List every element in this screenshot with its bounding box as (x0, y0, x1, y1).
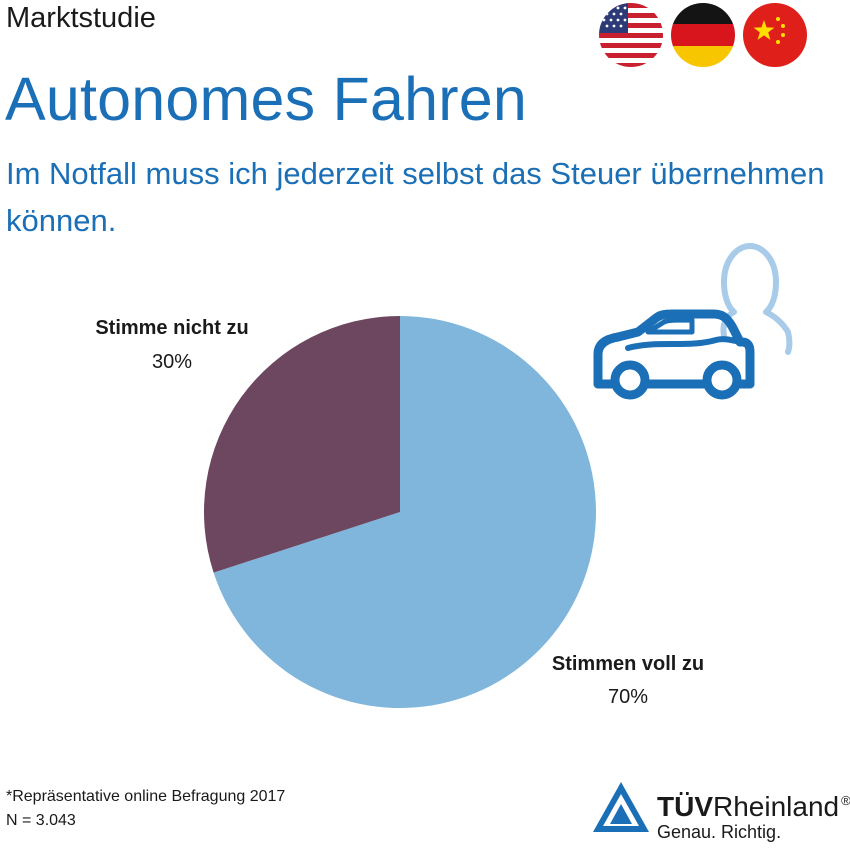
car-body-icon (593, 309, 755, 389)
pie-slice-agree (213, 316, 596, 708)
triangle-logo-icon (593, 782, 649, 832)
china-flag-icon (743, 3, 807, 67)
survey-note: *Repräsentative online Befragung 2017 (6, 788, 286, 805)
logo-wordmark: TÜVRheinland ® (657, 791, 850, 822)
car-wheel-icon (610, 360, 650, 400)
slice-label: Stimme nicht zu (95, 317, 248, 339)
kicker: Marktstudie (6, 2, 156, 34)
chart-subtitle: Im Notfall muss ich jederzeit selbst das… (6, 156, 825, 238)
footnote: *Repräsentative online Befragung 2017 N … (6, 785, 285, 833)
slice-value-label: 30% (152, 351, 192, 373)
person-icon (720, 243, 793, 355)
page-title: Autonomes Fahren (5, 65, 527, 133)
pie-slice-disagree (203, 316, 400, 573)
car-with-driver-icon (593, 243, 793, 400)
slice-label: Stimmen voll zu (552, 653, 704, 675)
country-flags (599, 3, 807, 67)
germany-flag-icon (671, 3, 735, 67)
car-wheel-icon (702, 360, 742, 400)
sample-size: N = 3.043 (6, 812, 76, 829)
tuv-rheinland-logo: TÜVRheinland ® Genau. Richtig. (591, 780, 850, 846)
slice-value-label: 70% (608, 686, 648, 708)
logo-slogan: Genau. Richtig. (657, 822, 782, 842)
